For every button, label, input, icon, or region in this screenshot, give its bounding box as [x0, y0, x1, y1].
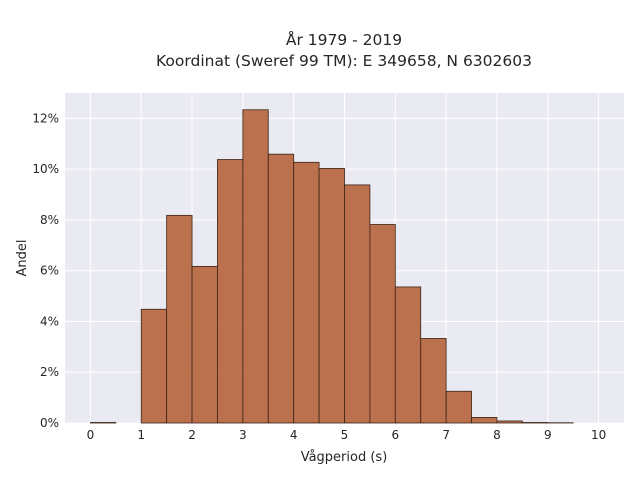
histogram-bar [267, 153, 295, 424]
y-tick-label: 10% [32, 162, 59, 176]
y-tick-label: 4% [40, 314, 59, 328]
y-tick-label: 12% [32, 111, 59, 125]
y-tick-label: 8% [40, 213, 59, 227]
histogram-bar [471, 417, 498, 424]
histogram-bar [140, 308, 168, 424]
histogram-bar [191, 265, 218, 424]
y-tick-label: 2% [40, 365, 59, 379]
histogram-bar [166, 214, 193, 424]
y-axis-label: Andel [15, 240, 30, 277]
x-tick-label: 9 [544, 428, 552, 442]
histogram-bar [242, 109, 269, 424]
histogram-bar [369, 224, 396, 424]
histogram-bars [90, 109, 574, 424]
chart-title-line2: Koordinat (Sweref 99 TM): E 349658, N 63… [156, 52, 532, 70]
x-tick-label: 4 [290, 428, 298, 442]
y-tick-label: 6% [40, 264, 59, 278]
y-axis-ticks: 0% 2% 4% 6% 8% 10% 12% [32, 111, 59, 430]
x-tick-label: 7 [442, 428, 450, 442]
x-tick-label: 5 [341, 428, 349, 442]
x-axis-label: Vågperiod (s) [301, 450, 388, 465]
x-tick-label: 2 [188, 428, 196, 442]
chart-title-line1: År 1979 - 2019 [286, 30, 402, 49]
x-tick-label: 0 [87, 428, 95, 442]
histogram-bar [521, 422, 549, 424]
x-tick-label: 1 [137, 428, 145, 442]
histogram-bar [496, 420, 523, 424]
x-tick-label: 6 [391, 428, 399, 442]
histogram-bar [420, 338, 447, 424]
histogram-bar [445, 390, 472, 424]
x-tick-label: 10 [591, 428, 606, 442]
y-tick-label: 0% [40, 416, 59, 430]
histogram-bar [217, 159, 244, 424]
histogram-bar [318, 167, 345, 424]
histogram-bar [394, 286, 422, 424]
histogram-bar [90, 422, 117, 424]
x-tick-label: 3 [239, 428, 247, 442]
x-axis-ticks: 0 1 2 3 4 5 6 7 8 9 10 [87, 428, 607, 442]
x-tick-label: 8 [493, 428, 501, 442]
histogram-bar [293, 161, 320, 424]
histogram-bar [344, 184, 371, 424]
